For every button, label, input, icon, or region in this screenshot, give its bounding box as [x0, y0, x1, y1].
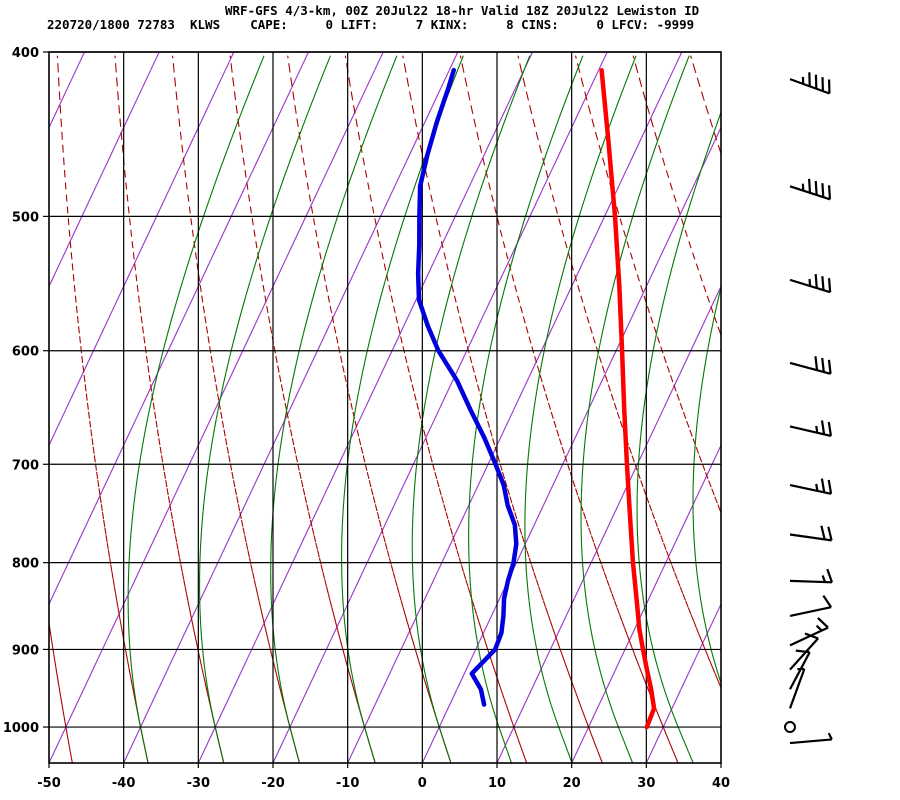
background-lines: [48, 51, 722, 764]
temperature-tick-label: -30: [187, 776, 211, 791]
wind-barb: [789, 649, 811, 690]
wind-barb: [789, 274, 832, 294]
wind-barb: [788, 667, 806, 709]
wind-barb: [789, 632, 819, 671]
temperature-tick-label: 10: [488, 776, 506, 791]
wind-barb: [789, 356, 832, 375]
wind-barb-column: [784, 72, 834, 745]
wind-barb: [789, 178, 832, 201]
pressure-tick-label: 600: [12, 345, 39, 360]
temperature-tick-label: 20: [563, 776, 581, 791]
wind-barb: [789, 72, 831, 95]
wind-barb: [789, 594, 832, 618]
pressure-tick-label: 800: [12, 557, 39, 572]
wind-barb: [789, 568, 834, 584]
page-title: WRF-GFS 4/3-km, 00Z 20Jul22 18-hr Valid …: [225, 3, 700, 18]
pressure-tick-label: 700: [12, 458, 39, 473]
temperature-tick-label: -20: [261, 776, 285, 791]
temperature-tick-label: 30: [637, 776, 655, 791]
pressure-tick-label: 400: [12, 46, 39, 61]
wind-barb: [784, 721, 796, 734]
temperature-tick-label: -10: [336, 776, 360, 791]
wind-barb: [789, 478, 833, 495]
trace-temperature: [599, 67, 657, 730]
wind-barb: [789, 525, 833, 542]
wind-barb: [789, 617, 829, 647]
pressure-tick-label: 1000: [3, 721, 39, 736]
sounding-traces: [415, 67, 657, 730]
wind-barb: [789, 732, 833, 745]
wind-barb: [789, 420, 833, 438]
pressure-tick-label: 900: [12, 643, 39, 658]
temperature-tick-label: -50: [37, 776, 61, 791]
temperature-tick-label: 0: [418, 776, 427, 791]
pressure-tick-label: 500: [12, 210, 39, 225]
axis-tick-labels: 400 500 600 700 800 900 1000 -50 -40 -30 -20 -10 0 10…: [3, 46, 730, 791]
temperature-tick-label: -40: [112, 776, 136, 791]
temperature-tick-label: 40: [712, 776, 730, 791]
sounding-indices-line: 220720/1800 72783 KLWS CAPE: 0 LIFT: 7 K…: [47, 17, 695, 32]
trace-dewpoint: [415, 67, 519, 707]
